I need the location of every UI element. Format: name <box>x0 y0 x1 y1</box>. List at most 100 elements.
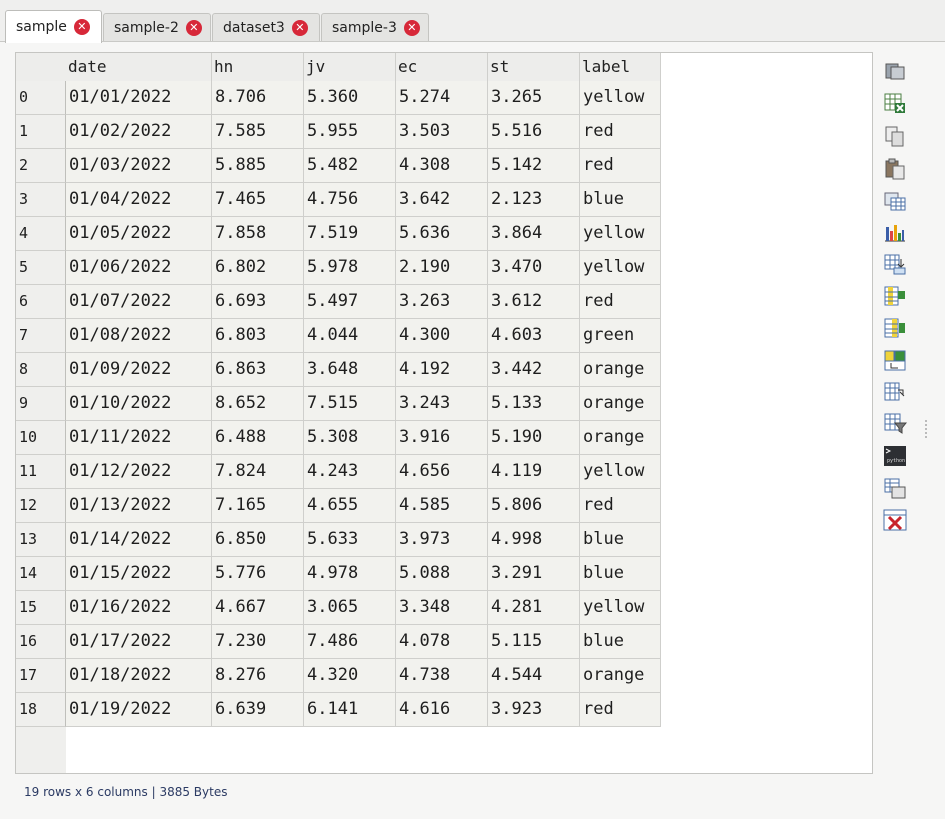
table-cell[interactable]: 8.706 <box>212 81 304 115</box>
table-cell[interactable]: 4.656 <box>396 455 488 489</box>
table-row[interactable]: 17 01/18/2022 8.276 4.320 4.738 4.544 orange <box>16 659 661 693</box>
table-cell[interactable]: 01/14/2022 <box>66 523 212 557</box>
row-index[interactable]: 0 <box>16 81 66 115</box>
table-cell[interactable]: 5.806 <box>488 489 580 523</box>
row-index[interactable]: 10 <box>16 421 66 455</box>
table-cell[interactable]: 01/12/2022 <box>66 455 212 489</box>
table-cell[interactable]: 01/04/2022 <box>66 183 212 217</box>
delete-table-button[interactable] <box>883 509 907 531</box>
table-cell[interactable]: orange <box>580 421 661 455</box>
table-cell[interactable]: 01/08/2022 <box>66 319 212 353</box>
table-cell[interactable]: 8.276 <box>212 659 304 693</box>
table-cell[interactable]: red <box>580 115 661 149</box>
table-cell[interactable]: 5.088 <box>396 557 488 591</box>
table-cell[interactable]: 6.850 <box>212 523 304 557</box>
table-cell[interactable]: 4.192 <box>396 353 488 387</box>
table-row[interactable]: 6 01/07/2022 6.693 5.497 3.263 3.612 red <box>16 285 661 319</box>
table-cell[interactable]: 5.190 <box>488 421 580 455</box>
table-row[interactable]: 1 01/02/2022 7.585 5.955 3.503 5.516 red <box>16 115 661 149</box>
table-cell[interactable]: 5.516 <box>488 115 580 149</box>
table-cell[interactable]: 5.885 <box>212 149 304 183</box>
table-cell[interactable]: 01/09/2022 <box>66 353 212 387</box>
table-row[interactable]: 14 01/15/2022 5.776 4.978 5.088 3.291 blue <box>16 557 661 591</box>
toolbar-grip[interactable] <box>925 420 927 440</box>
table-row[interactable]: 15 01/16/2022 4.667 3.065 3.348 4.281 yellow <box>16 591 661 625</box>
table-cell[interactable]: blue <box>580 625 661 659</box>
table-cell[interactable]: red <box>580 693 661 727</box>
row-index[interactable]: 15 <box>16 591 66 625</box>
table-cell[interactable]: 4.667 <box>212 591 304 625</box>
add-column-button[interactable] <box>883 285 907 307</box>
table-cell[interactable]: 4.978 <box>304 557 396 591</box>
table-cell[interactable]: 4.585 <box>396 489 488 523</box>
table-cell[interactable]: 3.442 <box>488 353 580 387</box>
table-cell[interactable]: 01/02/2022 <box>66 115 212 149</box>
copy-button[interactable] <box>883 125 907 147</box>
row-index[interactable]: 5 <box>16 251 66 285</box>
open-folder-button[interactable] <box>883 60 907 82</box>
table-row[interactable]: 12 01/13/2022 7.165 4.655 4.585 5.806 red <box>16 489 661 523</box>
row-index[interactable]: 11 <box>16 455 66 489</box>
table-cell[interactable]: 8.652 <box>212 387 304 421</box>
row-index[interactable]: 8 <box>16 353 66 387</box>
row-index[interactable]: 2 <box>16 149 66 183</box>
table-cell[interactable]: 4.243 <box>304 455 396 489</box>
table-cell[interactable]: 3.291 <box>488 557 580 591</box>
column-header-date[interactable]: date <box>66 53 212 81</box>
table-row[interactable]: 2 01/03/2022 5.885 5.482 4.308 5.142 red <box>16 149 661 183</box>
row-index[interactable]: 12 <box>16 489 66 523</box>
table-cell[interactable]: 7.465 <box>212 183 304 217</box>
row-index[interactable]: 7 <box>16 319 66 353</box>
table-cell[interactable]: yellow <box>580 81 661 115</box>
table-cell[interactable]: red <box>580 489 661 523</box>
table-cell[interactable]: 4.119 <box>488 455 580 489</box>
row-index[interactable]: 17 <box>16 659 66 693</box>
data-table[interactable]: date hn jv ec st label 0 01/01/2022 8.706 5.360 5… <box>15 52 873 774</box>
table-cell[interactable]: 4.603 <box>488 319 580 353</box>
export-table-button[interactable] <box>883 381 907 403</box>
table-cell[interactable]: 7.519 <box>304 217 396 251</box>
table-cell[interactable]: 3.470 <box>488 251 580 285</box>
table-cell[interactable]: 5.274 <box>396 81 488 115</box>
export-excel-button[interactable] <box>883 92 907 114</box>
table-cell[interactable]: 4.281 <box>488 591 580 625</box>
table-row[interactable]: 5 01/06/2022 6.802 5.978 2.190 3.470 yellow <box>16 251 661 285</box>
close-tab-icon[interactable]: ✕ <box>73 19 90 35</box>
table-cell[interactable]: 01/03/2022 <box>66 149 212 183</box>
table-cell[interactable]: 01/10/2022 <box>66 387 212 421</box>
column-header-ec[interactable]: ec <box>396 53 488 81</box>
table-cell[interactable]: orange <box>580 353 661 387</box>
table-cell[interactable]: 5.636 <box>396 217 488 251</box>
table-cell[interactable]: red <box>580 149 661 183</box>
table-row[interactable]: 18 01/19/2022 6.639 6.141 4.616 3.923 red <box>16 693 661 727</box>
table-cell[interactable]: 01/16/2022 <box>66 591 212 625</box>
row-index[interactable]: 3 <box>16 183 66 217</box>
table-cell[interactable]: 5.497 <box>304 285 396 319</box>
bar-chart-button[interactable] <box>883 221 907 243</box>
table-cell[interactable]: blue <box>580 183 661 217</box>
table-row[interactable]: 16 01/17/2022 7.230 7.486 4.078 5.115 blue <box>16 625 661 659</box>
table-cell[interactable]: 7.230 <box>212 625 304 659</box>
tab-sample-2[interactable]: sample-2 ✕ <box>103 13 211 41</box>
python-console-button[interactable]: python <box>883 445 907 467</box>
transpose-button[interactable] <box>883 253 907 275</box>
close-tab-icon[interactable]: ✕ <box>185 19 202 36</box>
table-row[interactable]: 10 01/11/2022 6.488 5.308 3.916 5.190 orange <box>16 421 661 455</box>
table-cell[interactable]: 3.642 <box>396 183 488 217</box>
table-row[interactable]: 0 01/01/2022 8.706 5.360 5.274 3.265 yellow <box>16 81 661 115</box>
column-header-st[interactable]: st <box>488 53 580 81</box>
row-index[interactable]: 6 <box>16 285 66 319</box>
table-cell[interactable]: 4.308 <box>396 149 488 183</box>
merge-table-button[interactable] <box>883 349 907 371</box>
column-header-hn[interactable]: hn <box>212 53 304 81</box>
table-cell[interactable]: 4.300 <box>396 319 488 353</box>
table-row[interactable]: 3 01/04/2022 7.465 4.756 3.642 2.123 blue <box>16 183 661 217</box>
table-cell[interactable]: 01/13/2022 <box>66 489 212 523</box>
tab-sample-3[interactable]: sample-3 ✕ <box>321 13 429 41</box>
table-cell[interactable]: 6.863 <box>212 353 304 387</box>
table-cell[interactable]: 5.482 <box>304 149 396 183</box>
table-cell[interactable]: 2.123 <box>488 183 580 217</box>
table-cell[interactable]: yellow <box>580 455 661 489</box>
table-cell[interactable]: orange <box>580 387 661 421</box>
table-cell[interactable]: 3.648 <box>304 353 396 387</box>
